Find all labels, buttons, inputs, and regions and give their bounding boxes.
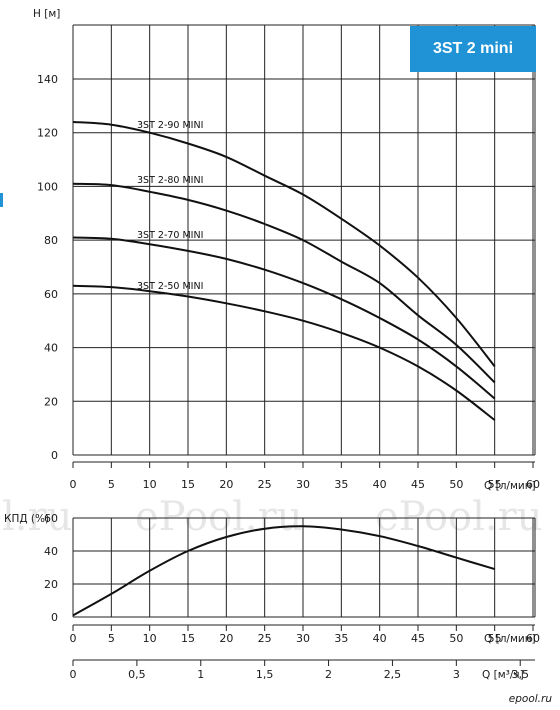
series-label: 3ST 2-70 MINI xyxy=(137,230,203,241)
series-line xyxy=(72,121,496,368)
x-tick-label: 50 xyxy=(449,478,463,491)
y-tick-label: 20 xyxy=(44,578,58,591)
x-tick-label: 45 xyxy=(411,478,425,491)
efficiency-chart: 0 5 10 15 20 25 30 35 40 45 50 55 60Q [л/мин]0 0,5 1 1,… xyxy=(4,512,540,681)
x-tick-label: 50 xyxy=(449,632,463,645)
x-tick-label: 55 xyxy=(488,478,502,491)
x-tick-label: 55 xyxy=(488,632,502,645)
secondary-x-axis-label: Q [м³/ч] xyxy=(482,669,524,681)
y-axis-label: H [м] xyxy=(33,8,60,20)
watermark-text: ePool.ru xyxy=(135,494,303,540)
side-marker xyxy=(0,193,3,207)
footer-layer: epool.ru xyxy=(509,693,553,705)
series-line xyxy=(72,525,495,617)
series-label: 3ST 2-80 MINI xyxy=(137,175,203,186)
x-tick-label: 35 xyxy=(334,478,348,491)
secondary-x-tick-label: 1 xyxy=(197,668,204,681)
y-tick-label: 120 xyxy=(37,127,58,140)
y-tick-label: 40 xyxy=(44,342,58,355)
y-tick-label: 40 xyxy=(44,545,58,558)
secondary-x-tick-label: 2,5 xyxy=(384,668,402,681)
y-tick-label: 20 xyxy=(44,395,58,408)
secondary-x-tick-label: 3,5 xyxy=(511,668,529,681)
x-axis-label: Q [л/мин] xyxy=(484,480,536,492)
model-badge-text: 3ST 2 mini xyxy=(432,40,514,57)
footer-logo: epool.ru xyxy=(509,693,553,705)
model-badge: 3ST 2 mini xyxy=(410,26,536,72)
y-tick-label: 60 xyxy=(44,288,58,301)
x-tick-label: 5 xyxy=(108,632,115,645)
x-tick-label: 15 xyxy=(181,632,195,645)
x-tick-label: 0 xyxy=(70,478,77,491)
secondary-x-tick-label: 2 xyxy=(325,668,332,681)
secondary-x-tick-label: 1,5 xyxy=(256,668,274,681)
x-tick-label: 35 xyxy=(334,632,348,645)
series-line xyxy=(72,182,496,384)
x-axis-label: Q [л/мин] xyxy=(484,633,536,645)
x-tick-label: 25 xyxy=(258,632,272,645)
y-tick-label: 60 xyxy=(44,512,58,525)
x-tick-label: 25 xyxy=(258,478,272,491)
series-label: 3ST 2-90 MINI xyxy=(137,120,203,131)
series-line xyxy=(72,284,496,421)
secondary-x-tick-label: 0,5 xyxy=(128,668,146,681)
y-tick-label: 140 xyxy=(37,73,58,86)
y-tick-label: 0 xyxy=(51,449,58,462)
x-tick-label: 5 xyxy=(108,478,115,491)
x-tick-label: 45 xyxy=(411,632,425,645)
x-tick-label: 30 xyxy=(296,478,310,491)
x-tick-label: 10 xyxy=(143,632,157,645)
x-tick-label: 60 xyxy=(526,632,540,645)
watermark-text: l.ru xyxy=(2,494,72,540)
series-line xyxy=(72,236,496,400)
x-tick-label: 20 xyxy=(219,632,233,645)
x-tick-label: 10 xyxy=(143,478,157,491)
secondary-x-tick-label: 3 xyxy=(453,668,460,681)
secondary-x-tick-label: 0 xyxy=(70,668,77,681)
y-tick-label: 0 xyxy=(51,611,58,624)
x-tick-label: 15 xyxy=(181,478,195,491)
x-tick-label: 0 xyxy=(70,632,77,645)
y-axis-label: КПД (%) xyxy=(4,513,49,525)
series-label: 3ST 2-50 MINI xyxy=(137,281,203,292)
x-tick-label: 30 xyxy=(296,632,310,645)
y-tick-label: 100 xyxy=(37,180,58,193)
x-tick-label: 40 xyxy=(373,632,387,645)
watermark-text: ePool.ru xyxy=(375,494,543,540)
y-tick-label: 80 xyxy=(44,234,58,247)
watermark-layer: l.ru ePool.ru ePool.ru xyxy=(2,494,543,540)
x-tick-label: 20 xyxy=(219,478,233,491)
x-tick-label: 60 xyxy=(526,478,540,491)
x-tick-label: 40 xyxy=(373,478,387,491)
head-chart: 0 5 10 15 20 25 30 35 40 45 50 55 60 0 20 40 60 80 100 120 1… xyxy=(33,8,540,492)
